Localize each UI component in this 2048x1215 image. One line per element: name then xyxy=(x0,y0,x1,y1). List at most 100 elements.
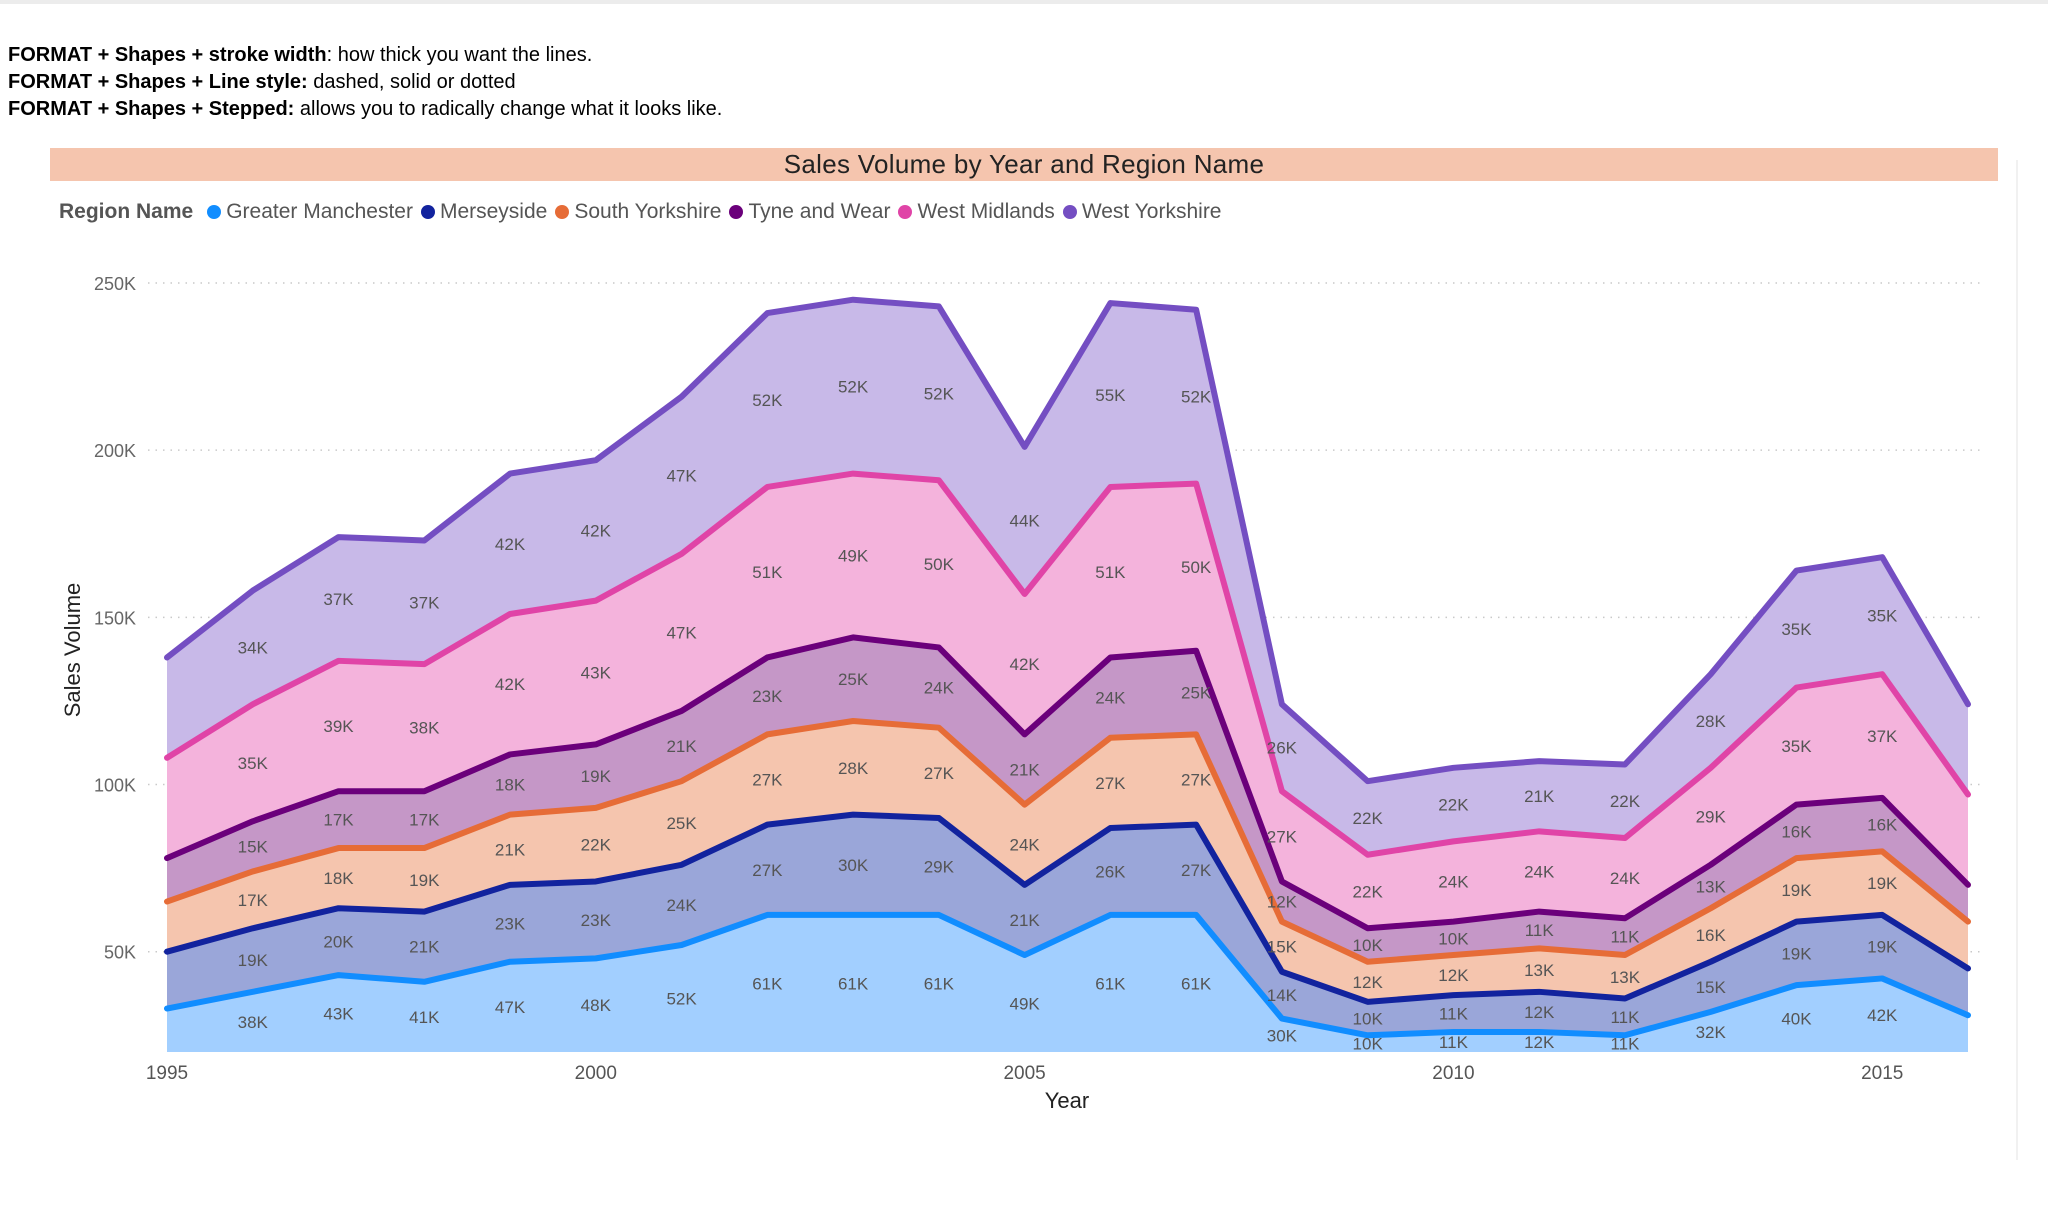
data-label: 17K xyxy=(323,811,354,830)
legend-label: Merseyside xyxy=(439,200,548,223)
data-label: 24K xyxy=(1438,872,1469,891)
data-label: 47K xyxy=(495,998,526,1017)
legend-label: Tyne and Wear xyxy=(748,200,891,223)
instruction-rest: : how thick you want the lines. xyxy=(326,44,593,66)
data-label: 34K xyxy=(238,638,269,657)
data-label: 52K xyxy=(838,378,869,397)
data-label: 11K xyxy=(1439,1033,1469,1052)
data-label: 51K xyxy=(1095,563,1126,582)
data-label: 39K xyxy=(323,717,354,736)
visual-border xyxy=(2016,160,2018,1160)
series-line xyxy=(164,811,1971,1005)
instruction-bold: FORMAT + Shapes + stroke width xyxy=(8,44,327,66)
data-label: 23K xyxy=(752,687,783,706)
series-area xyxy=(167,473,1968,929)
data-label: 52K xyxy=(1181,388,1212,407)
data-label: 21K xyxy=(495,841,526,860)
legend-title: Region Name xyxy=(59,200,194,223)
data-label: 22K xyxy=(1438,796,1469,815)
data-label: 26K xyxy=(1095,862,1126,881)
data-label: 11K xyxy=(1610,928,1640,947)
data-label: 61K xyxy=(924,974,955,993)
series-area xyxy=(167,299,1968,855)
data-label: 24K xyxy=(1009,836,1040,855)
data-label: 10K xyxy=(1353,936,1384,955)
series-line xyxy=(164,634,1971,932)
instruction-bold: FORMAT + Shapes + Line style: xyxy=(8,71,308,93)
data-label: 12K xyxy=(1524,1003,1555,1022)
data-label: 11K xyxy=(1525,921,1555,940)
data-label: 44K xyxy=(1009,511,1040,530)
data-label: 21K xyxy=(1009,911,1040,930)
data-label: 27K xyxy=(1181,861,1212,880)
data-label: 28K xyxy=(838,759,869,778)
data-label: 23K xyxy=(495,914,526,933)
data-label: 16K xyxy=(1867,816,1898,835)
data-label: 19K xyxy=(1867,938,1898,957)
data-label: 21K xyxy=(409,938,440,957)
legend-marker xyxy=(729,205,744,219)
data-label: 35K xyxy=(1867,607,1898,626)
data-label: 28K xyxy=(1696,712,1727,731)
data-label: 19K xyxy=(581,767,612,786)
data-label: 29K xyxy=(924,857,955,876)
data-label: 18K xyxy=(495,776,526,795)
chart-legend[interactable]: Region Name Greater Manchester Merseyside… xyxy=(59,200,1230,224)
data-label: 37K xyxy=(1867,727,1898,746)
legend-label: West Yorkshire xyxy=(1081,200,1222,223)
data-label: 27K xyxy=(1181,771,1212,790)
data-label: 61K xyxy=(1181,974,1212,993)
data-label: 43K xyxy=(581,664,612,683)
data-label: 24K xyxy=(666,896,697,915)
legend-item[interactable]: Tyne and Wear xyxy=(729,200,890,224)
instruction-line: FORMAT + Shapes + Line style: dashed, so… xyxy=(8,69,722,96)
data-label: 19K xyxy=(409,871,440,890)
data-label: 12K xyxy=(1353,973,1384,992)
legend-item[interactable]: Greater Manchester xyxy=(207,200,413,224)
instruction-bold: FORMAT + Shapes + Stepped: xyxy=(8,98,295,120)
data-label: 15K xyxy=(238,837,269,856)
data-label: 25K xyxy=(1181,684,1212,703)
data-label: 13K xyxy=(1524,961,1555,980)
legend-item[interactable]: Merseyside xyxy=(420,200,548,224)
data-label: 42K xyxy=(1009,655,1040,674)
legend-item[interactable]: West Yorkshire xyxy=(1062,200,1222,224)
legend-item[interactable]: West Midlands xyxy=(898,200,1055,224)
legend-marker xyxy=(555,205,570,219)
series-area xyxy=(167,914,1968,1052)
data-label: 21K xyxy=(1009,760,1040,779)
instruction-rest: allows you to radically change what it l… xyxy=(294,98,723,120)
data-label: 32K xyxy=(1696,1023,1727,1042)
y-tick-label: 150K xyxy=(94,608,136,628)
data-label: 24K xyxy=(1095,689,1126,708)
y-tick-label: 50K xyxy=(104,943,136,963)
legend-item[interactable]: South Yorkshire xyxy=(555,200,721,224)
x-tick-label: 1995 xyxy=(146,1063,188,1084)
data-label: 24K xyxy=(1524,862,1555,881)
y-axis-title: Sales Volume xyxy=(60,583,85,718)
data-label: 47K xyxy=(666,623,697,642)
data-label: 12K xyxy=(1438,966,1469,985)
y-tick-label: 250K xyxy=(94,274,136,294)
data-label: 38K xyxy=(409,719,440,738)
data-label: 40K xyxy=(1781,1010,1812,1029)
data-label: 19K xyxy=(1781,881,1812,900)
data-label: 22K xyxy=(1610,792,1641,811)
data-label: 29K xyxy=(1696,807,1727,826)
data-label: 17K xyxy=(238,891,269,910)
series-area xyxy=(167,637,1968,962)
data-label: 13K xyxy=(1610,968,1641,987)
data-label: 11K xyxy=(1610,1035,1640,1054)
data-label: 42K xyxy=(495,535,526,554)
data-label: 24K xyxy=(924,679,955,698)
data-label: 42K xyxy=(495,675,526,694)
data-label: 50K xyxy=(924,555,955,574)
data-label: 55K xyxy=(1095,386,1126,405)
y-tick-label: 200K xyxy=(94,441,136,461)
data-label: 27K xyxy=(1095,774,1126,793)
data-label: 27K xyxy=(924,764,955,783)
x-tick-label: 2010 xyxy=(1432,1063,1474,1084)
data-label: 37K xyxy=(323,590,354,609)
data-label: 20K xyxy=(323,933,354,952)
